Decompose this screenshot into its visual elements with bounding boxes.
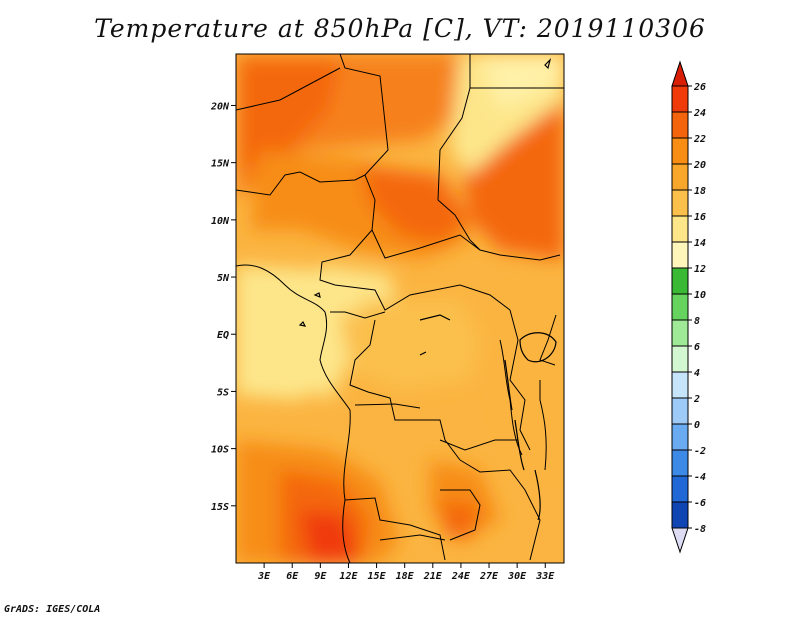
colorbar-swatch	[671, 189, 689, 217]
longitude-axis: 3E 6E 9E 12E 15E 18E 21E 24E 27E 30E 33E	[257, 563, 555, 582]
lon-tick-label: 12E	[339, 571, 358, 582]
colorbar-label: 20	[693, 160, 706, 171]
map-title: Temperature at 850hPa [C], VT: 201911030…	[94, 14, 706, 43]
colorbar-label: 4	[694, 368, 700, 379]
colorbar-label: 10	[694, 290, 706, 301]
colorbar-swatch	[671, 475, 689, 503]
colorbar-swatch	[671, 293, 689, 321]
colorbar-label: 2	[693, 394, 700, 405]
latitude-axis: 20N 15N 10N 5N EQ 5S 10S 15S	[210, 101, 236, 513]
lon-tick-label: 15E	[368, 571, 387, 582]
colorbar-label: 16	[694, 212, 706, 223]
colorbar-swatch	[671, 345, 689, 373]
colorbar-swatch	[671, 163, 689, 191]
colorbar-swatch	[671, 137, 689, 165]
lat-tick-label: 20N	[210, 101, 230, 112]
lon-tick-label: 3E	[257, 571, 271, 582]
lon-tick-label: 21E	[423, 571, 443, 582]
colorbar-label: 22	[693, 134, 706, 145]
colorbar-label: 18	[694, 186, 706, 197]
colorbar-label: 24	[693, 108, 706, 119]
lakes	[298, 58, 557, 521]
colorbar-swatch	[671, 397, 689, 425]
colorbar-swatch	[671, 111, 689, 139]
lat-tick-label: 15N	[211, 159, 230, 170]
colorbar-swatch	[671, 371, 689, 399]
colorbar-top-arrow	[671, 60, 689, 87]
lat-tick-label: EQ	[217, 330, 229, 341]
map-frame	[235, 53, 565, 564]
lat-tick-label: 5N	[217, 273, 230, 284]
grads-credit: GrADS: IGES/COLA	[4, 604, 101, 615]
colorbar-label: 14	[694, 238, 706, 249]
colorbar-swatch	[671, 449, 689, 477]
colorbar-label: -6	[694, 498, 706, 509]
colorbar-swatch	[671, 85, 689, 113]
lon-tick-label: 9E	[314, 571, 327, 582]
colorbar-label: 8	[694, 316, 700, 327]
colorbar-bottom-arrow	[671, 527, 689, 554]
temperature-field	[236, 54, 564, 563]
colorbar-label: 26	[693, 82, 706, 93]
country-borders	[236, 54, 564, 563]
lat-tick-label: 10N	[211, 216, 230, 227]
lon-tick-label: 24E	[451, 571, 471, 582]
lon-tick-label: 27E	[479, 571, 499, 582]
colorbar-label: 12	[694, 264, 706, 275]
lon-tick-label: 33E	[535, 571, 555, 582]
lat-tick-label: 5S	[217, 387, 229, 398]
colorbar-swatch	[671, 241, 689, 269]
colorbar-swatch	[671, 501, 689, 529]
colorbar-swatch	[671, 215, 689, 243]
colorbar-swatch	[671, 267, 689, 295]
colorbar-swatch	[671, 319, 689, 347]
colorbar-label: -4	[694, 472, 706, 483]
lat-tick-label: 10S	[211, 445, 229, 456]
lat-tick-label: 15S	[211, 502, 229, 513]
colorbar-swatch	[671, 423, 689, 451]
lon-tick-label: 18E	[396, 571, 415, 582]
colorbar-label: -2	[694, 446, 706, 457]
colorbar-label: 0	[694, 420, 700, 431]
lon-tick-label: 30E	[507, 571, 527, 582]
colorbar-label: 6	[694, 342, 700, 353]
colorbar-label: -8	[694, 524, 706, 535]
lon-tick-label: 6E	[286, 571, 299, 582]
